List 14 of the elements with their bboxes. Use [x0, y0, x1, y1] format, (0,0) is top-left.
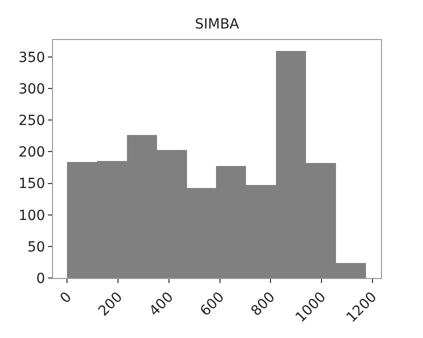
- y-tick-label: 50: [27, 239, 46, 256]
- x-tick-label: 0: [57, 289, 76, 307]
- y-tick-label: 150: [18, 176, 46, 192]
- x-tick-label: 600: [197, 289, 228, 320]
- y-tick-label: 200: [18, 144, 46, 161]
- y-tick-label: 0: [36, 270, 46, 287]
- x-tick-label: 200: [96, 289, 126, 320]
- y-tick-label: 350: [18, 50, 46, 66]
- y-tick-label: 300: [18, 82, 46, 98]
- y-tick-label: 100: [18, 208, 46, 224]
- y-tick-label: 250: [18, 113, 46, 130]
- chart-title: SIMBA: [194, 16, 240, 33]
- x-tick-label: 800: [248, 289, 278, 320]
- x-tick-label: 400: [146, 289, 177, 320]
